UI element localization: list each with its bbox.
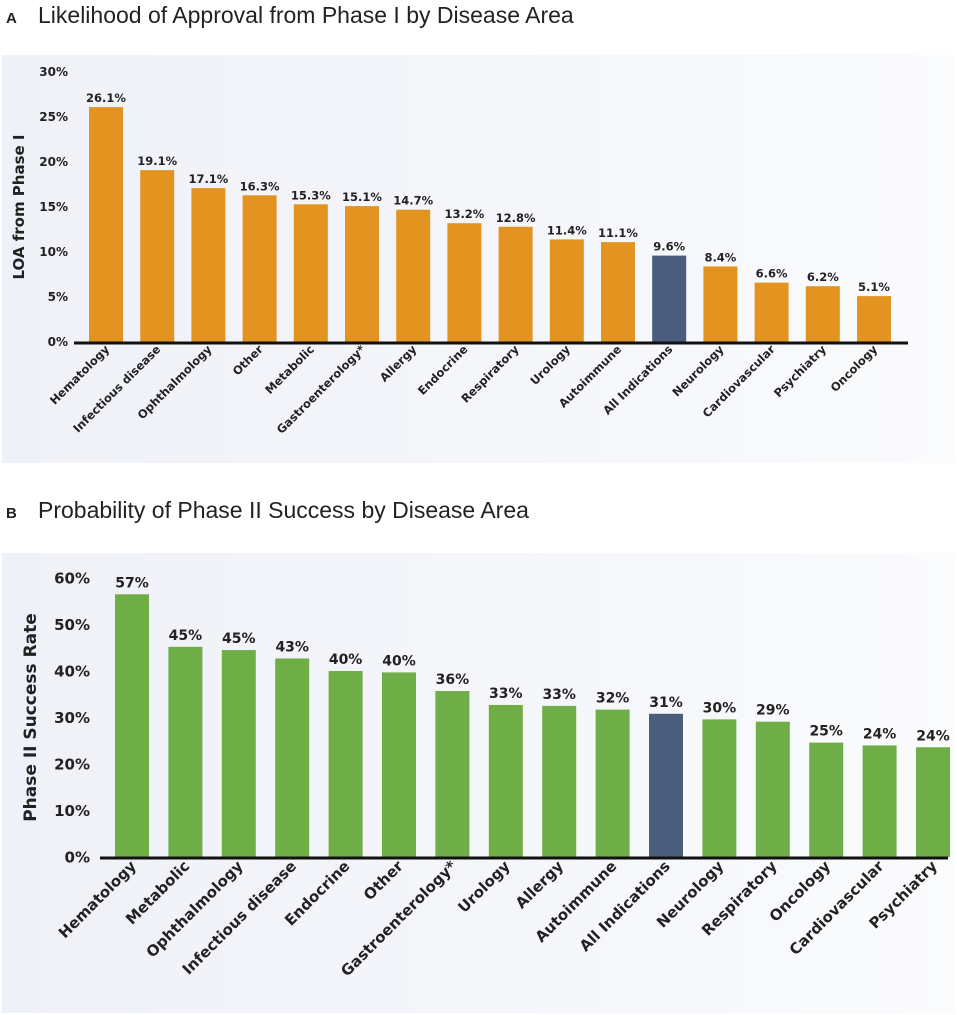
y-tick-label: 20% <box>54 755 90 773</box>
y-tick-label: 10% <box>54 802 90 820</box>
bar-value-label: 36% <box>436 672 470 688</box>
y-tick-label: 30% <box>54 709 90 727</box>
y-tick-label: 15% <box>39 200 68 214</box>
y-tick-label: 30% <box>39 65 68 79</box>
bar-value-label: 19.1% <box>137 154 177 168</box>
bar-cardiovascular <box>754 282 789 342</box>
phase2-success-chart: 0% 10% 20% 30% 40% 50% 60% Phase II Success Rat… <box>2 553 955 1013</box>
bar-other <box>382 672 416 857</box>
bar-value-label: 33% <box>489 686 523 702</box>
bar-urology <box>488 704 523 857</box>
bar-hematology <box>89 107 123 342</box>
bar-oncology <box>857 296 891 342</box>
bar-value-label: 31% <box>649 695 683 711</box>
bar-endocrine <box>447 223 482 342</box>
bar-other <box>242 195 277 342</box>
bar-value-label: 15.1% <box>342 190 382 204</box>
bar-autoimmune <box>601 242 635 342</box>
loa-phase1-chart: 0% 5% 10% 15% 20% 25% 30% LOA from Phase I 26.1%… <box>2 55 955 463</box>
plot-background <box>2 553 955 1013</box>
bar-value-label: 24% <box>916 728 950 744</box>
bar-respiratory <box>755 721 790 857</box>
bar-value-label: 11.4% <box>547 223 587 237</box>
y-axis-label: LOA from Phase I <box>10 135 28 280</box>
bar-endocrine <box>328 671 363 857</box>
bar-value-label: 40% <box>382 653 416 669</box>
bar-all-indications <box>652 255 687 342</box>
bar-value-label: 17.1% <box>188 172 228 186</box>
y-tick-label: 0% <box>65 848 90 866</box>
bar-gastroenterology <box>435 690 470 857</box>
panel-a-letter: A <box>6 10 17 27</box>
panel-b-letter: B <box>6 505 17 522</box>
bar-autoimmune <box>595 709 630 857</box>
bar-value-label: 6.6% <box>756 267 788 281</box>
bar-value-label: 24% <box>863 726 897 742</box>
bar-value-label: 12.8% <box>496 211 536 225</box>
bar-ophthalmology <box>221 650 256 857</box>
bar-cardiovascular <box>862 745 897 857</box>
bar-all-indications <box>649 713 683 857</box>
bar-allergy <box>396 209 431 342</box>
y-axis-label: Phase II Success Rate <box>21 613 41 822</box>
bar-hematology <box>115 594 149 857</box>
bar-respiratory <box>498 226 533 342</box>
bar-value-label: 45% <box>169 628 203 644</box>
bar-ophthalmology <box>191 188 226 342</box>
y-tick-label: 40% <box>54 662 90 680</box>
panel-b-title: Probability of Phase II Success by Disea… <box>38 497 529 523</box>
bar-value-label: 43% <box>275 639 309 655</box>
bar-value-label: 14.7% <box>393 194 433 208</box>
bar-value-label: 40% <box>329 652 363 668</box>
bar-oncology <box>809 742 844 857</box>
bar-value-label: 6.2% <box>807 270 839 284</box>
bar-allergy <box>542 705 577 857</box>
bar-psychiatry <box>916 747 950 857</box>
y-tick-label: 0% <box>48 335 68 349</box>
bar-value-label: 29% <box>756 703 790 719</box>
y-tick-label: 10% <box>39 245 68 259</box>
bar-value-label: 9.6% <box>653 240 685 254</box>
bar-metabolic <box>168 646 203 857</box>
bar-value-label: 15.3% <box>291 188 331 202</box>
bar-value-label: 57% <box>115 575 149 591</box>
bar-urology <box>549 239 584 342</box>
bar-neurology <box>703 266 738 342</box>
panel-a-header: A Likelihood of Approval from Phase I by… <box>0 2 574 29</box>
bar-value-label: 8.4% <box>704 250 736 264</box>
y-tick-label: 60% <box>54 569 90 587</box>
bar-value-label: 25% <box>809 724 843 740</box>
bar-infectious-disease <box>140 170 175 342</box>
y-tick-label: 5% <box>48 290 68 304</box>
bar-value-label: 11.1% <box>598 226 638 240</box>
y-tick-label: 25% <box>39 110 68 124</box>
panel-a-title: Likelihood of Approval from Phase I by D… <box>38 2 574 28</box>
bar-value-label: 30% <box>703 700 737 716</box>
bar-value-label: 26.1% <box>86 91 126 105</box>
bar-metabolic <box>293 204 328 342</box>
bar-value-label: 5.1% <box>858 280 890 294</box>
bar-value-label: 13.2% <box>444 207 484 221</box>
bar-value-label: 45% <box>222 631 256 647</box>
bar-neurology <box>702 719 737 857</box>
bar-value-label: 33% <box>542 687 576 703</box>
bar-psychiatry <box>805 286 840 342</box>
y-tick-label: 50% <box>54 616 90 634</box>
panel-b-header: B Probability of Phase II Success by Dis… <box>0 497 529 524</box>
bar-value-label: 16.3% <box>240 179 280 193</box>
bar-value-label: 32% <box>596 691 630 707</box>
bar-infectious-disease <box>275 658 310 857</box>
y-tick-label: 20% <box>39 155 68 169</box>
bar-gastroenterology <box>345 206 379 342</box>
